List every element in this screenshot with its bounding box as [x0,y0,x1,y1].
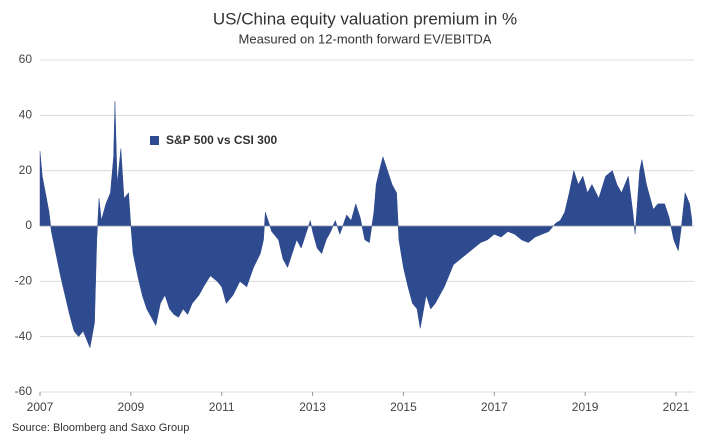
x-tick-label: 2007 [27,400,54,414]
legend-label: S&P 500 vs CSI 300 [166,133,278,147]
y-tick-label: 40 [19,108,33,122]
x-tick-label: 2021 [663,400,690,414]
y-tick-label: -40 [15,329,33,343]
area [39,101,693,349]
y-tick-label: -60 [15,384,33,398]
chart-title: US/China equity valuation premium in % [213,9,517,28]
x-tick-label: 2011 [209,400,235,414]
x-tick-label: 2017 [481,400,508,414]
source-note: Source: Bloomberg and Saxo Group [12,422,189,434]
chart-subtitle: Measured on 12-month forward EV/EBITDA [239,31,492,46]
x-tick-label: 2009 [118,400,145,414]
x-tick-label: 2013 [299,400,326,414]
y-tick-label: -20 [15,274,33,288]
legend-swatch [150,136,159,145]
y-tick-label: 0 [25,218,32,232]
y-tick-label: 20 [19,163,33,177]
y-tick-label: 60 [19,52,33,66]
x-tick-label: 2019 [572,400,599,414]
x-tick-label: 2015 [390,400,417,414]
